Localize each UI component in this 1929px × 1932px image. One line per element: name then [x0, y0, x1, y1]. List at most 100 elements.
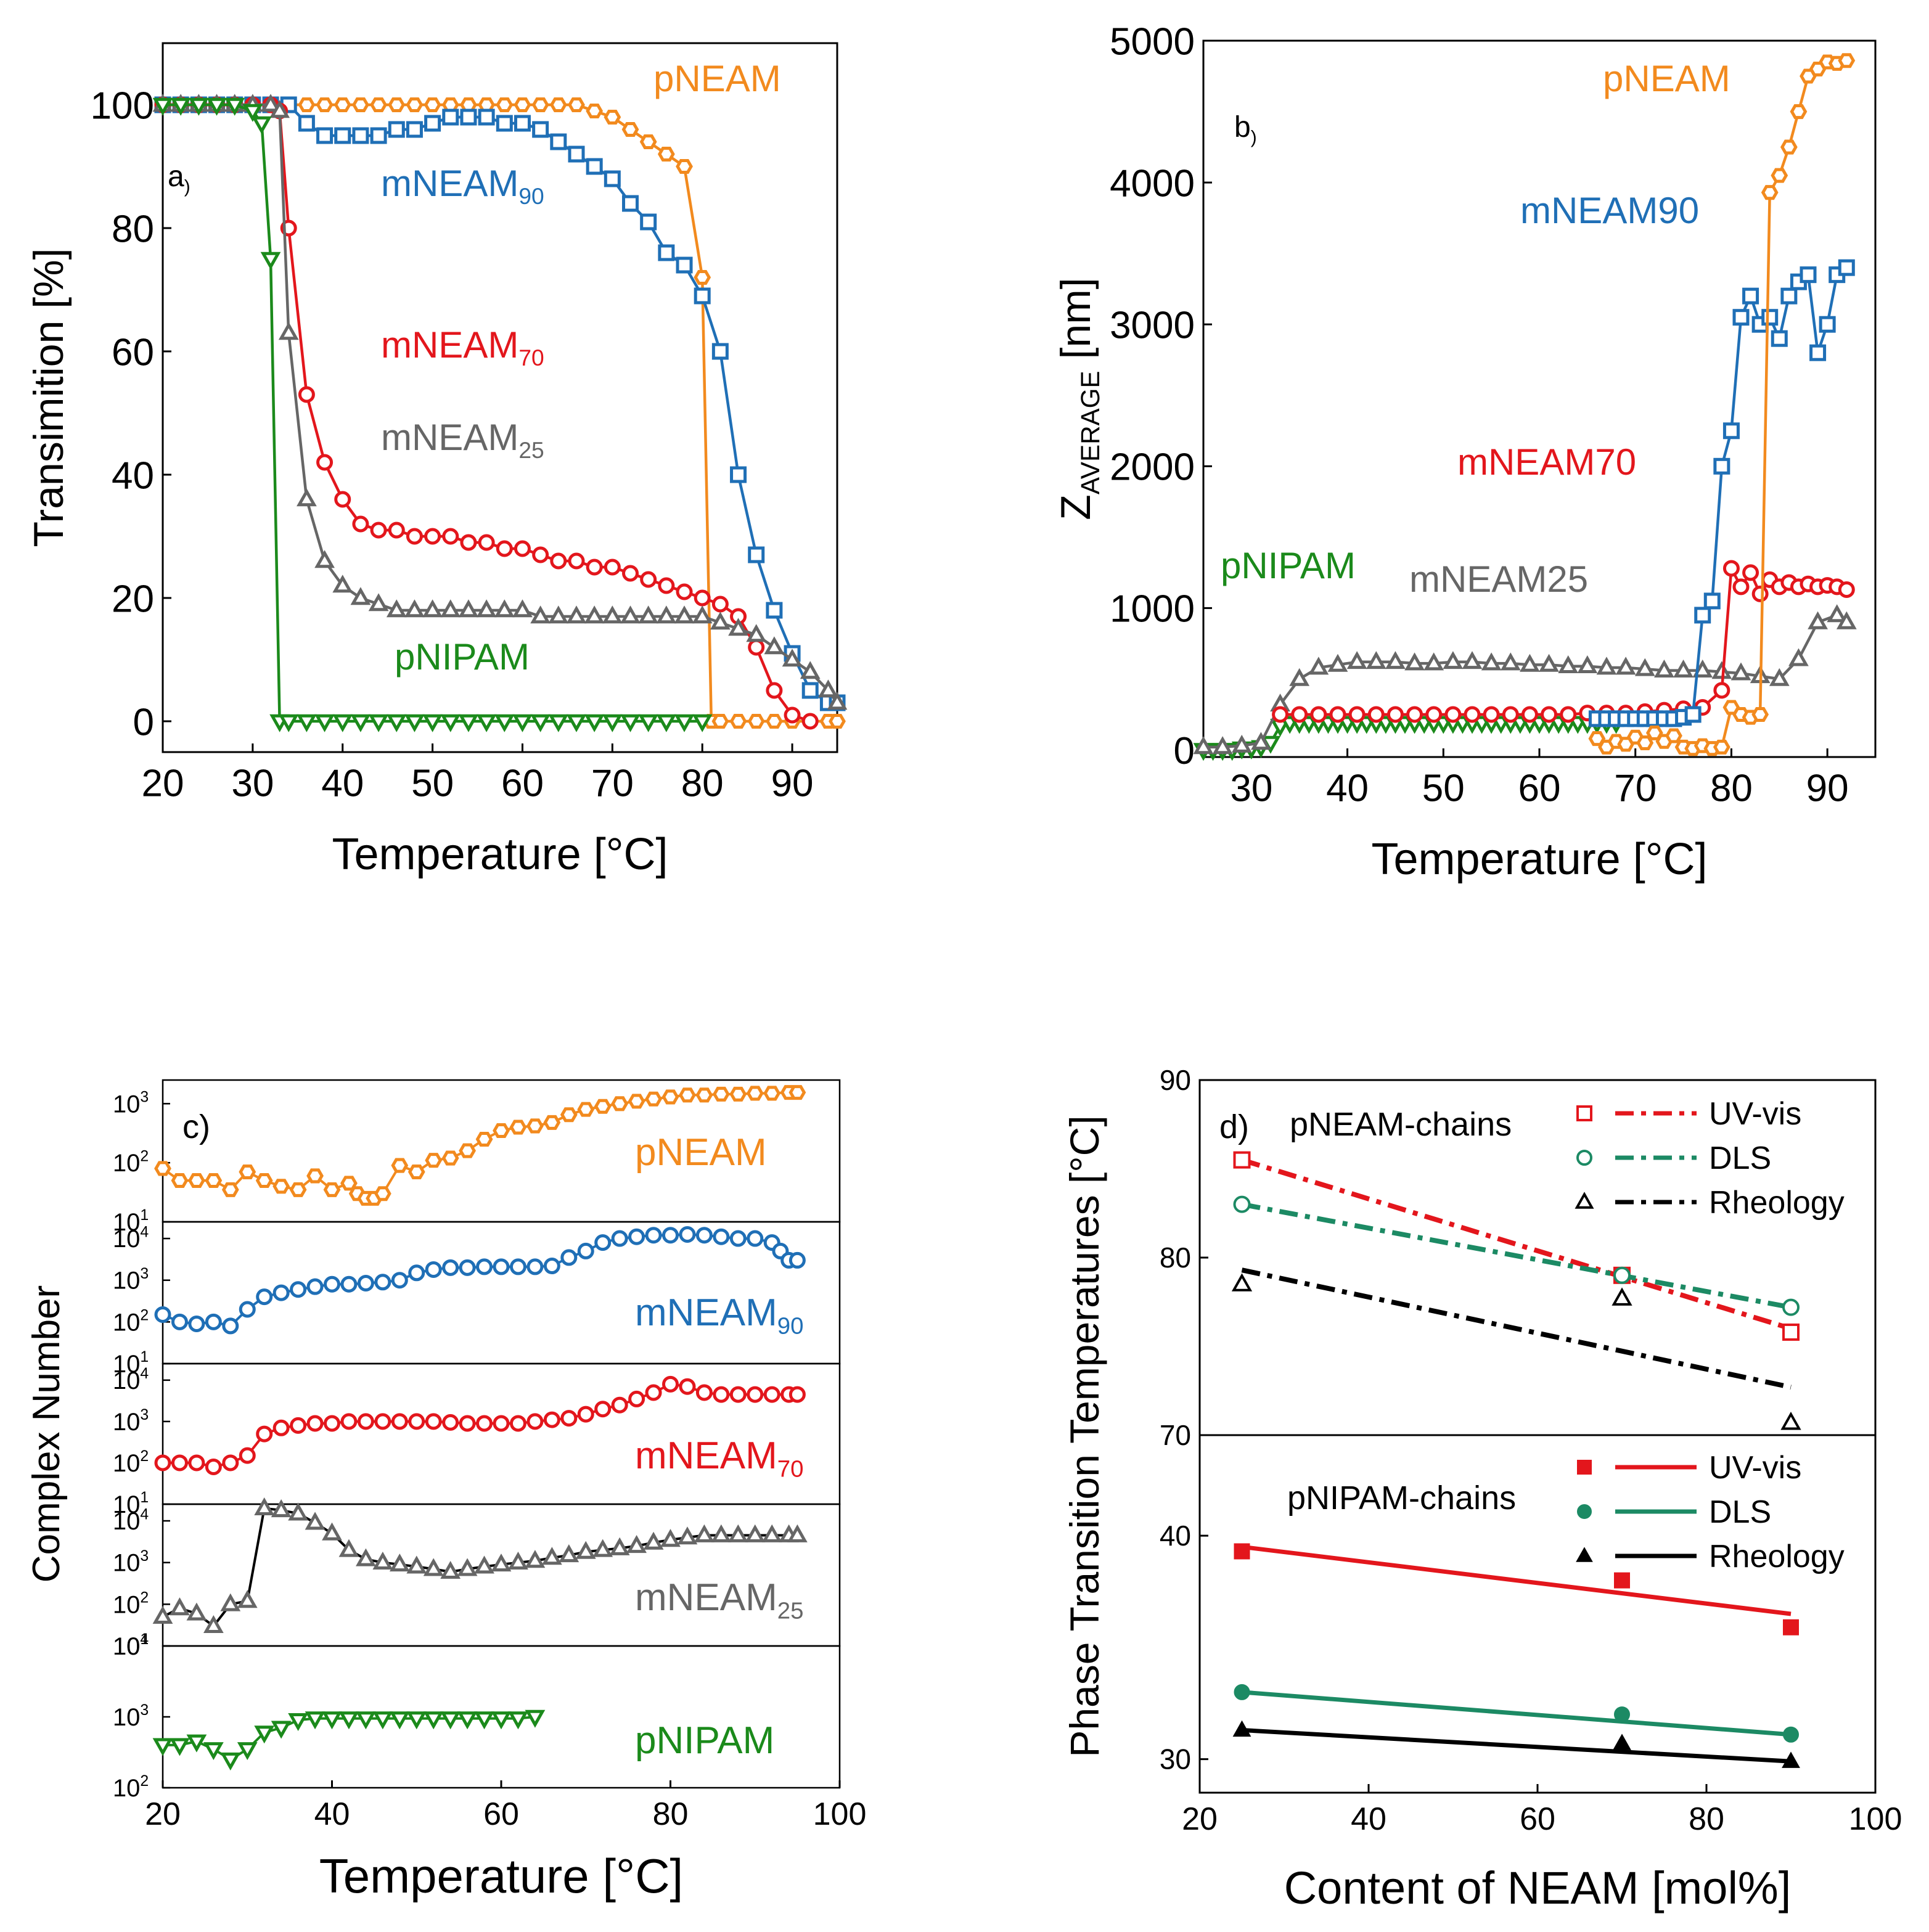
series-label-pNEAM: pNEAM [635, 1131, 767, 1174]
y-axis-label: Transimition [%] [25, 248, 72, 547]
y-tick-label: 104 [113, 1631, 149, 1660]
series-pNEAM-point [391, 1158, 409, 1173]
x-tick-label: 90 [771, 762, 814, 804]
series-pNEAM-point [374, 1186, 391, 1201]
series-pNEAM-point [1665, 728, 1682, 743]
series-mNEAM25-point [476, 599, 497, 618]
y-tick-label: 70 [1160, 1419, 1191, 1451]
y-axis-label: ZAVERAGE [nm] [1052, 277, 1105, 520]
series-mNEAM70-point [272, 1419, 290, 1436]
series-mNEAM70-point [713, 1386, 730, 1403]
panel-b-frame [1202, 39, 1877, 758]
series-mNEAM25-point [643, 1531, 664, 1550]
series-mNEAM70-point [370, 522, 387, 539]
series-mNEAM90-point [766, 602, 783, 619]
point-DLS [1614, 1706, 1630, 1723]
point-Rheology [1231, 1273, 1253, 1291]
series-mNEAM70-point [306, 1415, 324, 1432]
series-mNEAM25-point [1558, 655, 1579, 674]
series-pNIPAM-point [530, 714, 551, 732]
series-mNEAM70-point [509, 1415, 526, 1432]
series-mNEAM70-point [1722, 560, 1740, 577]
series-pNEAM-point [829, 713, 846, 729]
series-mNEAM25-point [745, 1524, 766, 1542]
x-axis-label: Content of NEAM [mol%] [1284, 1862, 1792, 1914]
series-mNEAM90-point [205, 1313, 222, 1330]
series-mNEAM70-point [476, 1415, 493, 1432]
series-pNEAM-point [639, 134, 657, 150]
y-tick-label: 4000 [1110, 162, 1195, 205]
series-mNEAM25-point [494, 599, 515, 618]
y-tick-label: 103 [113, 1548, 149, 1577]
series-mNEAM90-point [460, 108, 477, 126]
block-title: pNIPAM-chains [1287, 1480, 1516, 1517]
series-mNEAM90-point [1761, 309, 1779, 326]
x-axis-label: Temperature [°C] [319, 1849, 683, 1903]
series-pNEAM-point [475, 1132, 493, 1147]
x-axis-label: Temperature [°C] [332, 830, 668, 879]
series-mNEAM70-point [1742, 564, 1759, 581]
y-tick-label: 0 [1174, 730, 1195, 772]
series-pNEAM-point [543, 1115, 561, 1130]
subpanel-mNEAM25: 101 102 103 104 mNEAM25 [113, 1497, 841, 1660]
series-mNEAM25-point [271, 1499, 292, 1518]
series-label-mNEAM90: mNEAM90 [381, 163, 544, 209]
series-pNEAM-point [568, 97, 585, 113]
series-mNEAM25-point [512, 599, 533, 618]
fit-line-DLS [1241, 1201, 1792, 1310]
y-axis-label: Phase Transition Temperatures [°C] [1062, 1115, 1107, 1757]
subpanel-mNEAM70: 101 102 103 104 mNEAM70 [113, 1362, 841, 1518]
series-mNEAM70-point [424, 528, 441, 545]
series-pNIPAM-point [332, 714, 353, 732]
series-mNEAM25-point [457, 1558, 478, 1576]
series-mNEAM70-point [1464, 706, 1481, 723]
series-mNEAM90-point [476, 1258, 493, 1275]
series-mNEAM70-point [1751, 585, 1769, 602]
series-mNEAM90-point [1694, 607, 1711, 624]
series-pNIPAM-point [278, 714, 299, 732]
lower-block: pNIPAM-chains UV-vis DLS Rheology [1232, 1450, 1845, 1768]
series-mNEAM25-point [1346, 651, 1367, 669]
series-mNEAM25-point [1730, 662, 1751, 681]
series-mNEAM90-point [340, 1275, 358, 1293]
series-pNIPAM-point [305, 1711, 326, 1730]
series-mNEAM90-point [526, 1258, 544, 1275]
series-mNEAM25-point [694, 1524, 715, 1542]
x-tick-label: 70 [1614, 767, 1657, 809]
y-tick-label: 101 [113, 1207, 149, 1236]
series-mNEAM90-point [1838, 259, 1855, 276]
point-Rheology [1612, 1287, 1632, 1306]
series-mNEAM25-point [508, 1551, 528, 1570]
x-tick-label: 30 [231, 762, 274, 804]
x-axis-label: Temperature [°C] [1372, 835, 1708, 884]
series-mNEAM25-point [626, 1535, 647, 1553]
series-mNEAM25-point [288, 1502, 308, 1521]
series-pNEAM-point [370, 97, 387, 113]
series-mNEAM25-point [350, 587, 371, 605]
series-mNEAM70-point [1386, 706, 1404, 723]
series-mNEAM25-point [827, 692, 848, 710]
series-mNEAM90-point [543, 1258, 560, 1275]
series-mNEAM25-point [677, 1526, 698, 1545]
x-tick-label: 30 [1230, 767, 1272, 809]
series-mNEAM90-point [658, 244, 675, 261]
series-mNEAM70-point [748, 639, 765, 656]
series-pNIPAM-point [440, 1711, 461, 1730]
point-DLS [1783, 1726, 1799, 1743]
series-mNEAM25-point [440, 1560, 461, 1579]
series-label-mNEAM25: mNEAM25 [381, 417, 544, 463]
series-mNEAM25-point [660, 1529, 681, 1547]
series-pNEAM-point [766, 713, 783, 729]
series-mNEAM90-point [478, 108, 495, 126]
series-mNEAM70-point [729, 1386, 747, 1403]
series-pNEAM-point [560, 1107, 578, 1123]
series-mNEAM90-point [357, 1274, 374, 1291]
series-mNEAM70-point [478, 534, 495, 551]
series-mNEAM90-point [239, 1301, 256, 1318]
series-mNEAM25-point [356, 1548, 376, 1566]
series-mNEAM70-point [1560, 706, 1577, 723]
series-mNEAM70-point [340, 1413, 358, 1430]
series-mNEAM25-point [674, 605, 695, 624]
series-mNEAM70-point [496, 540, 513, 557]
series-mNEAM25-point [368, 593, 389, 612]
